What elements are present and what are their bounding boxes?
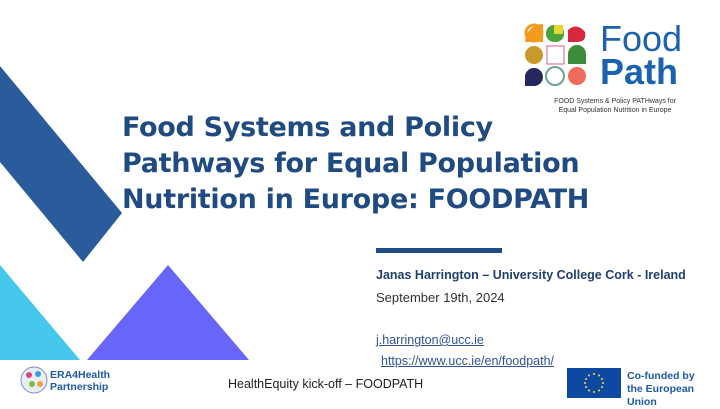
footer-text: HealthEquity kick-off – FOODPATH	[228, 377, 424, 391]
logo-word-food: Food	[600, 18, 683, 59]
presentation-date: September 19th, 2024	[376, 290, 505, 305]
tagline-line-2: Equal Population Nutrition in Europe	[558, 107, 672, 114]
slide-title: Food Systems and Policy Pathways for Equ…	[122, 110, 682, 218]
era-line-1: ERA4Health	[50, 369, 111, 381]
purple-triangle	[87, 265, 249, 360]
era4health-globe-icon	[20, 366, 48, 394]
cyan-triangle	[0, 265, 80, 360]
title-line-1: Food Systems and Policy	[122, 112, 493, 143]
title-underline	[376, 248, 502, 253]
dark-blue-parallelogram	[0, 66, 122, 262]
logo-tagline: FOOD Systems & Policy PATHways for Equal…	[540, 97, 690, 115]
foodpath-logo: Food Path	[523, 18, 693, 92]
website-link[interactable]: https://www.ucc.ie/en/foodpath/	[381, 354, 555, 368]
eu-line-1: Co-funded by	[627, 370, 695, 382]
logo-word-path: Path	[600, 51, 679, 92]
title-line-2: Pathways for Equal Population	[122, 148, 580, 179]
title-line-3: Nutrition in Europe: FOODPATH	[122, 184, 590, 215]
era-line-2: Partnership	[50, 381, 109, 393]
eu-line-2: the European Union	[627, 383, 695, 408]
era4health-logo-text: ERA4Health Partnership	[50, 369, 110, 393]
presenter: Janas Harrington – University College Co…	[376, 268, 686, 282]
tagline-line-1: FOOD Systems & Policy PATHways for	[554, 98, 676, 105]
foodpath-logo-icon	[524, 23, 586, 86]
email-link[interactable]: j.harrington@ucc.ie	[376, 333, 484, 347]
eu-flag-icon	[567, 368, 621, 398]
eu-cofunded-text: Co-funded by the European Union	[627, 370, 720, 409]
